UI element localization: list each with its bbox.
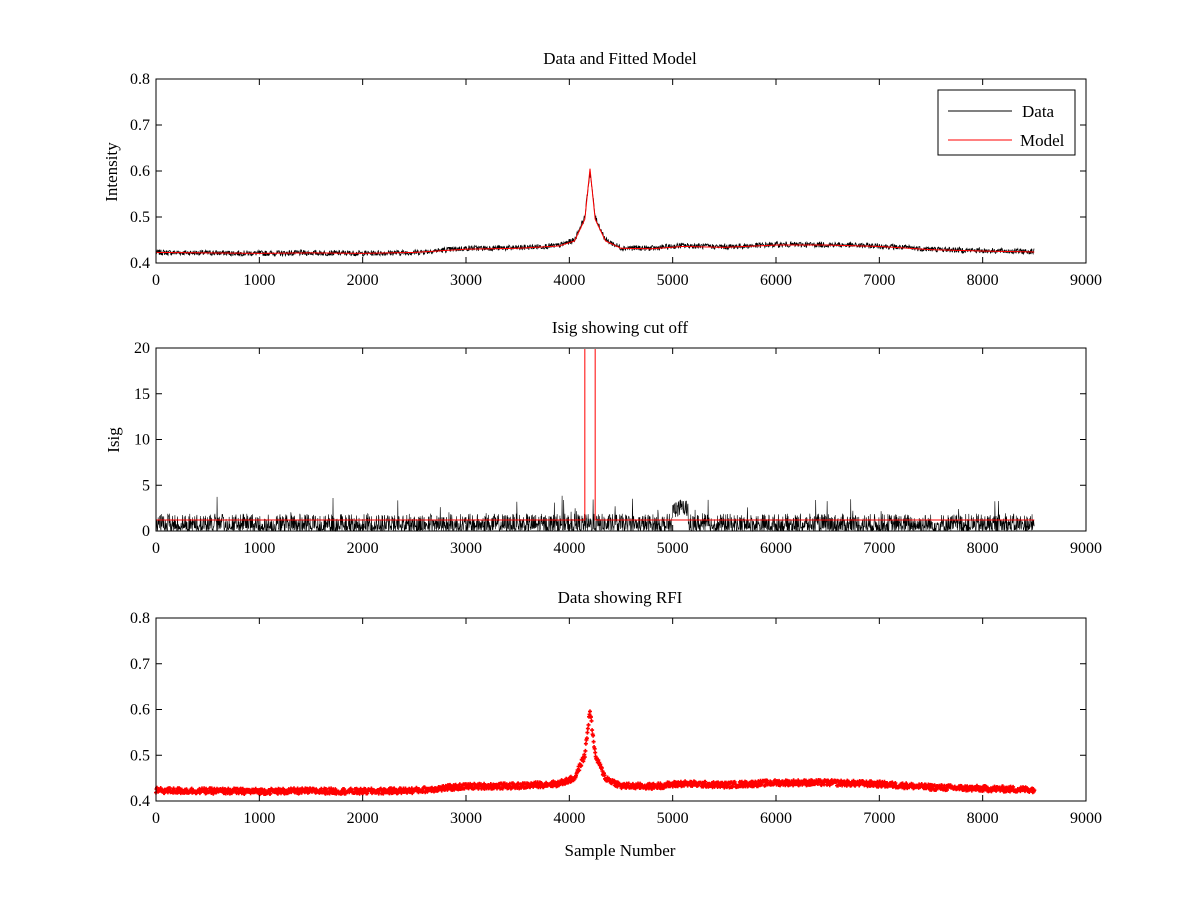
y-tick-label: 0.7 — [130, 656, 150, 673]
axes: 0 1000 2000 3000 4000 5000 6000 7000 8000 9000 0.4… — [130, 71, 1102, 289]
x-tick-label: 5000 — [657, 540, 689, 557]
x-tick-label: 9000 — [1070, 540, 1102, 557]
y-axis-label: Intensity — [102, 142, 121, 202]
y-tick-label: 0.7 — [130, 117, 150, 134]
x-tick-label: 8000 — [967, 272, 999, 289]
x-tick-label: 9000 — [1070, 272, 1102, 289]
x-tick-label: 0 — [152, 272, 160, 289]
x-tick-label: 7000 — [863, 272, 895, 289]
x-tick-label: 9000 — [1070, 810, 1102, 827]
x-tick-label: 6000 — [760, 272, 792, 289]
x-tick-label: 4000 — [553, 272, 585, 289]
x-tick-label: 6000 — [760, 540, 792, 557]
x-tick-label: 5000 — [657, 810, 689, 827]
axes: 0 1000 2000 3000 4000 5000 6000 7000 8000 9000 0.4… — [130, 610, 1102, 827]
x-tick-label: 2000 — [347, 540, 379, 557]
legend: Data Model — [937, 89, 1076, 156]
x-tick-label: 6000 — [760, 810, 792, 827]
x-tick-label: 3000 — [450, 810, 482, 827]
x-tick-label: 3000 — [450, 272, 482, 289]
axes: 0 1000 2000 3000 4000 5000 6000 7000 8000 9000 0 5 1… — [134, 340, 1102, 557]
y-tick-label: 20 — [134, 340, 150, 357]
y-tick-label: 0.5 — [130, 747, 150, 764]
x-tick-label: 1000 — [243, 810, 275, 827]
chart-title: Data showing RFI — [558, 588, 683, 607]
x-tick-label: 8000 — [967, 810, 999, 827]
x-tick-label: 5000 — [657, 272, 689, 289]
panel-data-and-model: Data and Fitted Model Intensity 0 1000 200… — [102, 49, 1102, 289]
x-tick-label: 7000 — [863, 540, 895, 557]
panel-isig: Isig showing cut off Isig 0 1000 2000 3000 4… — [104, 318, 1102, 557]
x-tick-label: 2000 — [347, 272, 379, 289]
legend-entry-data: Data — [1022, 102, 1055, 121]
y-tick-label: 0.6 — [130, 163, 150, 180]
y-tick-label: 0.6 — [130, 702, 150, 719]
y-tick-label: 0.8 — [130, 610, 150, 627]
plot-area — [155, 349, 1035, 533]
y-tick-label: 0.4 — [130, 793, 150, 810]
x-tick-label: 1000 — [243, 272, 275, 289]
plot-area — [155, 168, 1035, 258]
series-cutoff-line — [156, 349, 1035, 521]
x-tick-label: 2000 — [347, 810, 379, 827]
x-tick-label: 3000 — [450, 540, 482, 557]
chart-title: Isig showing cut off — [552, 318, 688, 337]
x-tick-label: 4000 — [553, 540, 585, 557]
x-tick-label: 7000 — [863, 810, 895, 827]
y-tick-label: 0.5 — [130, 209, 150, 226]
chart-title: Data and Fitted Model — [543, 49, 697, 68]
y-tick-label: 0.8 — [130, 71, 150, 88]
series-model-line — [155, 168, 1035, 254]
legend-entry-model: Model — [1020, 131, 1065, 150]
y-tick-label: 5 — [142, 477, 150, 494]
y-tick-label: 10 — [134, 432, 150, 449]
panel-rfi: Data showing RFI Sample Number 0 1000 2000… — [130, 588, 1102, 860]
y-tick-label: 0.4 — [130, 255, 150, 272]
x-axis-label: Sample Number — [565, 841, 676, 860]
series-isig-line — [155, 495, 1035, 533]
y-tick-label: 15 — [134, 386, 150, 403]
x-tick-label: 0 — [152, 810, 160, 827]
y-axis-label: Isig — [104, 427, 123, 453]
x-tick-label: 4000 — [553, 810, 585, 827]
x-tick-label: 0 — [152, 540, 160, 557]
x-tick-label: 1000 — [243, 540, 275, 557]
legend-box — [937, 89, 1076, 156]
y-tick-label: 0 — [142, 523, 150, 540]
x-tick-label: 8000 — [967, 540, 999, 557]
